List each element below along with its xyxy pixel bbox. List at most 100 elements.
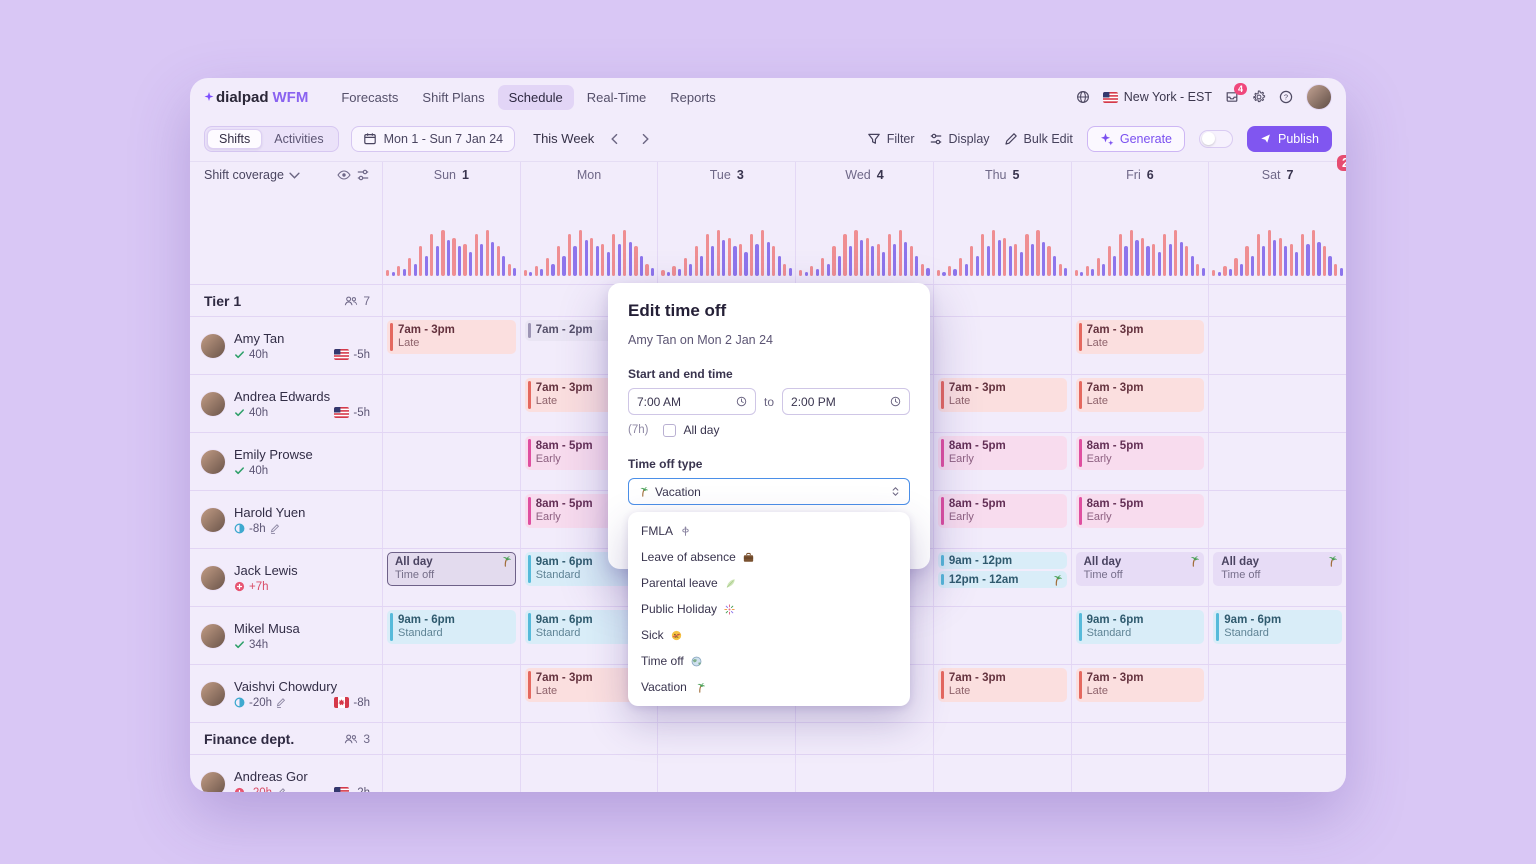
filter-button[interactable]: Filter: [867, 132, 915, 146]
shift-cell[interactable]: All day Time off: [382, 549, 520, 606]
shift-cell[interactable]: 7am - 3pm Late: [932, 375, 1071, 432]
shift-chip[interactable]: 9am - 6pm Standard: [387, 610, 516, 645]
shift-cell[interactable]: [382, 433, 520, 490]
shift-cell[interactable]: [1070, 755, 1209, 792]
day-header-thu[interactable]: Thu 5: [932, 162, 1071, 188]
person-cell[interactable]: Harold Yuen -8h: [190, 491, 382, 548]
shift-chip[interactable]: All day Time off: [1075, 552, 1205, 587]
shift-chip[interactable]: All day Time off: [1213, 552, 1342, 587]
shift-chip[interactable]: 8am - 5pm Early: [937, 436, 1067, 471]
shift-cell[interactable]: 8am - 5pm Early: [1070, 433, 1209, 490]
nav-item-shift-plans[interactable]: Shift Plans: [422, 89, 485, 105]
eye-icon[interactable]: [337, 168, 351, 182]
day-header-mon[interactable]: Mon 2: [519, 155, 1346, 188]
publish-toggle[interactable]: [1199, 129, 1233, 148]
shift-cell[interactable]: [1208, 755, 1346, 792]
segment-activities[interactable]: Activities: [274, 131, 324, 146]
group-count[interactable]: 3: [344, 732, 370, 746]
person-cell[interactable]: Andrea Edwards 40h -5h: [190, 375, 382, 432]
shift-chip[interactable]: 7am - 3pm Late: [1075, 320, 1205, 355]
nav-item-real-time[interactable]: Real-Time: [586, 89, 647, 105]
shift-cell[interactable]: 9am - 6pm Standard: [1070, 607, 1209, 664]
shift-cell[interactable]: [382, 665, 520, 722]
shift-cell[interactable]: 8am - 5pm Early: [932, 491, 1071, 548]
shift-cell[interactable]: [382, 755, 520, 792]
person-cell[interactable]: Jack Lewis +7h: [190, 549, 382, 606]
dropdown-option-sick[interactable]: Sick: [628, 622, 910, 648]
shift-cell[interactable]: [932, 317, 1071, 374]
shift-chip[interactable]: 7am - 3pm Late: [1075, 668, 1205, 703]
shift-chip[interactable]: 7am - 3pm Late: [524, 668, 654, 703]
nav-item-schedule[interactable]: Schedule: [497, 84, 574, 110]
chevron-down-icon[interactable]: [289, 170, 300, 181]
shift-chip[interactable]: 9am - 12pm: [937, 552, 1067, 570]
shift-cell[interactable]: [1208, 317, 1346, 374]
shift-cell[interactable]: [382, 375, 520, 432]
nav-item-forecasts[interactable]: Forecasts: [341, 89, 399, 105]
shift-cell[interactable]: 7am - 3pm Late: [519, 665, 658, 722]
user-avatar[interactable]: [1306, 84, 1332, 110]
person-cell[interactable]: Andreas Gor -20h -2h: [190, 755, 382, 792]
day-header-wed[interactable]: Wed 4: [795, 162, 933, 188]
shift-cell[interactable]: 8am - 5pm Early: [932, 433, 1071, 490]
shift-cell[interactable]: 9am - 12pm 12pm - 12am: [932, 549, 1071, 606]
shift-chip[interactable]: 8am - 5pm Early: [1075, 494, 1205, 529]
shift-cell[interactable]: All day Time off: [1070, 549, 1209, 606]
shift-cell[interactable]: [382, 491, 520, 548]
shift-cell[interactable]: 7am - 3pm Late: [932, 665, 1071, 722]
shift-cell[interactable]: 7am - 3pm Late: [1070, 317, 1209, 374]
shift-chip[interactable]: 7am - 3pm Late: [1075, 378, 1205, 413]
help-icon[interactable]: ?: [1279, 90, 1293, 104]
group-count[interactable]: 7: [344, 294, 370, 308]
globe-icon[interactable]: [1076, 90, 1090, 104]
dropdown-option-time-off[interactable]: Time off: [628, 648, 910, 674]
segment-shifts[interactable]: Shifts: [207, 128, 263, 149]
shift-cell[interactable]: 7am - 3pm Late: [1070, 375, 1209, 432]
bulk-edit-button[interactable]: Bulk Edit: [1004, 132, 1073, 146]
dropdown-option-vacation[interactable]: Vacation: [628, 674, 910, 700]
day-header-sat[interactable]: Sat 7: [1208, 162, 1346, 188]
shift-chip[interactable]: 8am - 5pm Early: [937, 494, 1067, 529]
shift-chip[interactable]: 7am - 3pm Late: [937, 668, 1067, 703]
shift-cell[interactable]: [795, 755, 933, 792]
prev-week-button[interactable]: [606, 130, 624, 148]
person-cell[interactable]: Vaishvi Chowdury -20h -8h: [190, 665, 382, 722]
shift-chip[interactable]: 9am - 6pm Standard: [1213, 610, 1342, 645]
day-header-fri[interactable]: Fri 6: [1070, 162, 1209, 188]
shift-cell[interactable]: 7am - 3pm Late: [382, 317, 520, 374]
shift-chip[interactable]: 7am - 3pm Late: [387, 320, 516, 355]
shift-cell[interactable]: [657, 755, 795, 792]
shift-cell[interactable]: [519, 755, 658, 792]
start-time-input[interactable]: 7:00 AM: [628, 388, 756, 415]
shift-cell[interactable]: [932, 755, 1071, 792]
settings-gear-icon[interactable]: [1252, 90, 1266, 104]
shift-cell[interactable]: [1208, 665, 1346, 722]
display-button[interactable]: Display: [929, 132, 990, 146]
shift-cell[interactable]: All day Time off: [1208, 549, 1346, 606]
coverage-label[interactable]: Shift coverage: [204, 168, 284, 182]
person-cell[interactable]: Amy Tan 40h -5h: [190, 317, 382, 374]
shift-cell[interactable]: [1208, 491, 1346, 548]
shift-chip[interactable]: 9am - 6pm Standard: [1075, 610, 1205, 645]
shift-cell[interactable]: 9am - 6pm Standard: [382, 607, 520, 664]
shift-cell[interactable]: 8am - 5pm Early: [1070, 491, 1209, 548]
shift-chip[interactable]: 12pm - 12am: [937, 571, 1067, 589]
nav-item-reports[interactable]: Reports: [670, 89, 716, 105]
publish-button[interactable]: Publish: [1247, 125, 1332, 152]
person-cell[interactable]: Emily Prowse 40h: [190, 433, 382, 490]
timezone-selector[interactable]: New York - EST: [1102, 90, 1212, 104]
shift-cell[interactable]: [932, 607, 1071, 664]
date-range-picker[interactable]: Mon 1 - Sun 7 Jan 24: [350, 125, 516, 152]
shift-cell[interactable]: 9am - 6pm Standard: [1208, 607, 1346, 664]
shift-chip[interactable]: 7am - 3pm Late: [937, 378, 1067, 413]
dropdown-option-parental-leave[interactable]: Parental leave: [628, 570, 910, 596]
inbox-button[interactable]: 4: [1225, 83, 1247, 104]
shift-cell[interactable]: [1208, 375, 1346, 432]
shift-cell[interactable]: [1208, 433, 1346, 490]
dropdown-option-fmla[interactable]: FMLA: [628, 518, 910, 544]
generate-button[interactable]: Generate: [1086, 125, 1185, 152]
dropdown-option-public-holiday[interactable]: Public Holiday: [628, 596, 910, 622]
all-day-checkbox[interactable]: [663, 423, 677, 437]
dropdown-option-leave-of-absence[interactable]: Leave of absence: [628, 544, 910, 570]
coverage-settings-icon[interactable]: [356, 168, 370, 182]
